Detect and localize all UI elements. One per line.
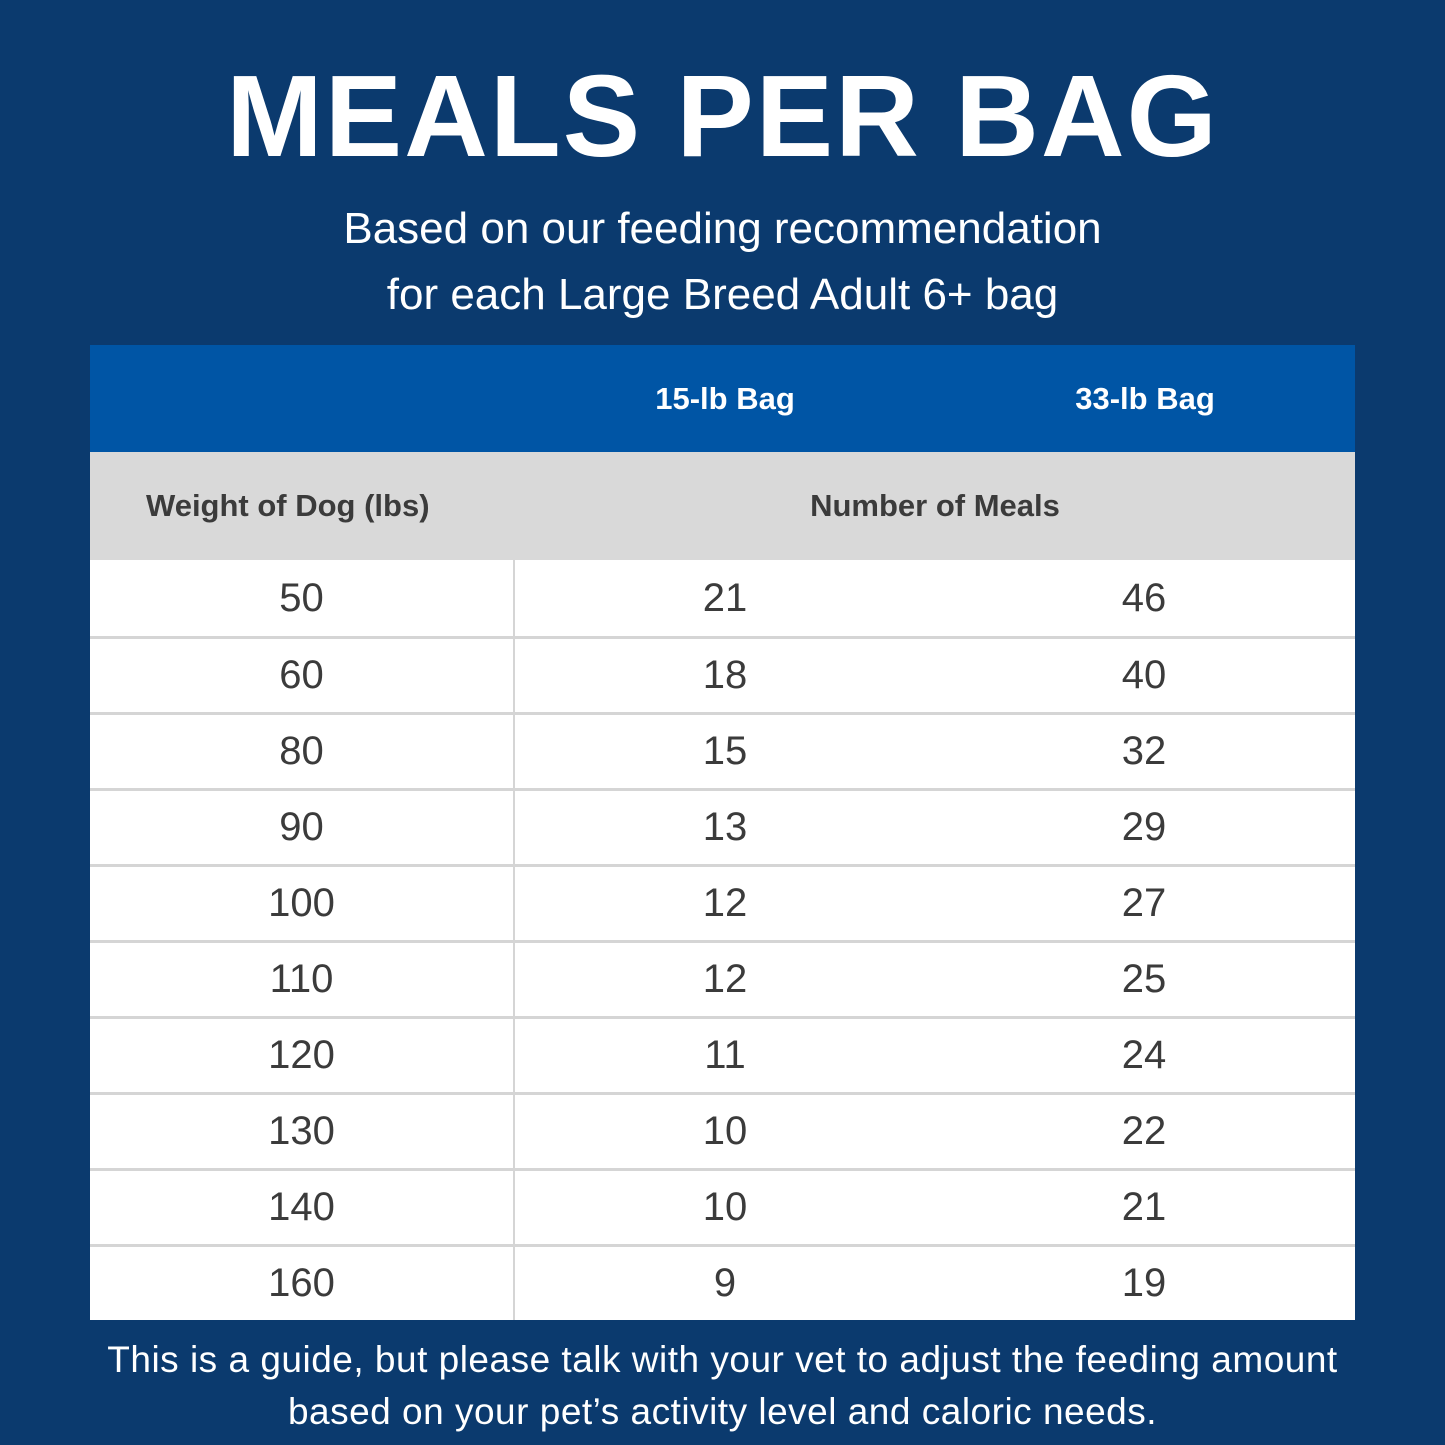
- bag33-meals-cell: 19: [1121, 1261, 1167, 1305]
- footer-line-1: This is a guide, but please talk with yo…: [107, 1339, 1338, 1380]
- weight-cell: 140: [90, 1171, 515, 1244]
- table-subheader-row: Weight of Dog (lbs) Number of Meals: [90, 452, 1355, 560]
- bag15-meals-cell: 15: [702, 729, 748, 773]
- weight-cell: 130: [90, 1095, 515, 1168]
- bag33-meals-cell: 21: [1121, 1185, 1167, 1229]
- bag33-meals-cell: 24: [1121, 1033, 1167, 1077]
- subtitle-line-2: for each Large Breed Adult 6+ bag: [386, 270, 1059, 319]
- table-row: 60 18 40: [90, 636, 1355, 712]
- table-header-row: 15-lb Bag 33-lb Bag: [90, 345, 1355, 452]
- bag33-meals-cell: 40: [1121, 653, 1167, 697]
- bag15-meals-cell: 12: [702, 881, 748, 925]
- bag15-meals-cell: 11: [704, 1033, 746, 1077]
- page-title: MEALS PER BAG: [226, 51, 1219, 181]
- subtitle-line-1: Based on our feeding recommendation: [343, 204, 1102, 253]
- weight-cell: 60: [90, 639, 515, 712]
- meals-column-label: Number of Meals: [810, 488, 1060, 523]
- table-row: 120 11 24: [90, 1016, 1355, 1092]
- bag33-meals-cell: 46: [1121, 575, 1167, 620]
- weight-cell: 110: [90, 943, 515, 1016]
- weight-cell: 160: [90, 1247, 515, 1320]
- table-row: 90 13 29: [90, 788, 1355, 864]
- table-row: 110 12 25: [90, 940, 1355, 1016]
- page-subtitle: Based on our feeding recommendation for …: [0, 196, 1445, 328]
- column-header-15lb-bag: 15-lb Bag: [655, 380, 795, 416]
- bag33-meals-cell: 25: [1121, 957, 1167, 1001]
- table-row: 100 12 27: [90, 864, 1355, 940]
- bag33-meals-cell: 32: [1121, 729, 1167, 773]
- bag15-meals-cell: 18: [702, 653, 748, 697]
- bag15-meals-cell: 12: [702, 957, 748, 1001]
- bag33-meals-cell: 29: [1121, 805, 1167, 849]
- footer-note: This is a guide, but please talk with yo…: [0, 1334, 1445, 1438]
- bag15-meals-cell: 13: [702, 805, 748, 849]
- footer-line-2: based on your pet’s activity level and c…: [287, 1391, 1158, 1432]
- weight-column-label: Weight of Dog (lbs): [146, 488, 430, 523]
- weight-cell: 100: [90, 867, 515, 940]
- table-body: 50 21 46 60 18 40 80 15 32 90 13 29 100 12 27 110 12 25 12…: [90, 560, 1355, 1320]
- table-row: 130 10 22: [90, 1092, 1355, 1168]
- bag33-meals-cell: 27: [1121, 881, 1167, 925]
- bag15-meals-cell: 21: [702, 575, 748, 620]
- table-row: 160 9 19: [90, 1244, 1355, 1320]
- table-row: 140 10 21: [90, 1168, 1355, 1244]
- weight-cell: 50: [90, 560, 515, 636]
- table-row: 80 15 32: [90, 712, 1355, 788]
- weight-cell: 80: [90, 715, 515, 788]
- table-row: 50 21 46: [90, 560, 1355, 636]
- bag15-meals-cell: 9: [713, 1261, 737, 1305]
- bag15-meals-cell: 10: [702, 1185, 748, 1229]
- bag33-meals-cell: 22: [1121, 1109, 1167, 1153]
- column-header-33lb-bag: 33-lb Bag: [1075, 380, 1215, 416]
- meals-table: 15-lb Bag 33-lb Bag Weight of Dog (lbs) …: [90, 345, 1355, 1320]
- bag15-meals-cell: 10: [702, 1109, 748, 1153]
- weight-cell: 90: [90, 791, 515, 864]
- weight-cell: 120: [90, 1019, 515, 1092]
